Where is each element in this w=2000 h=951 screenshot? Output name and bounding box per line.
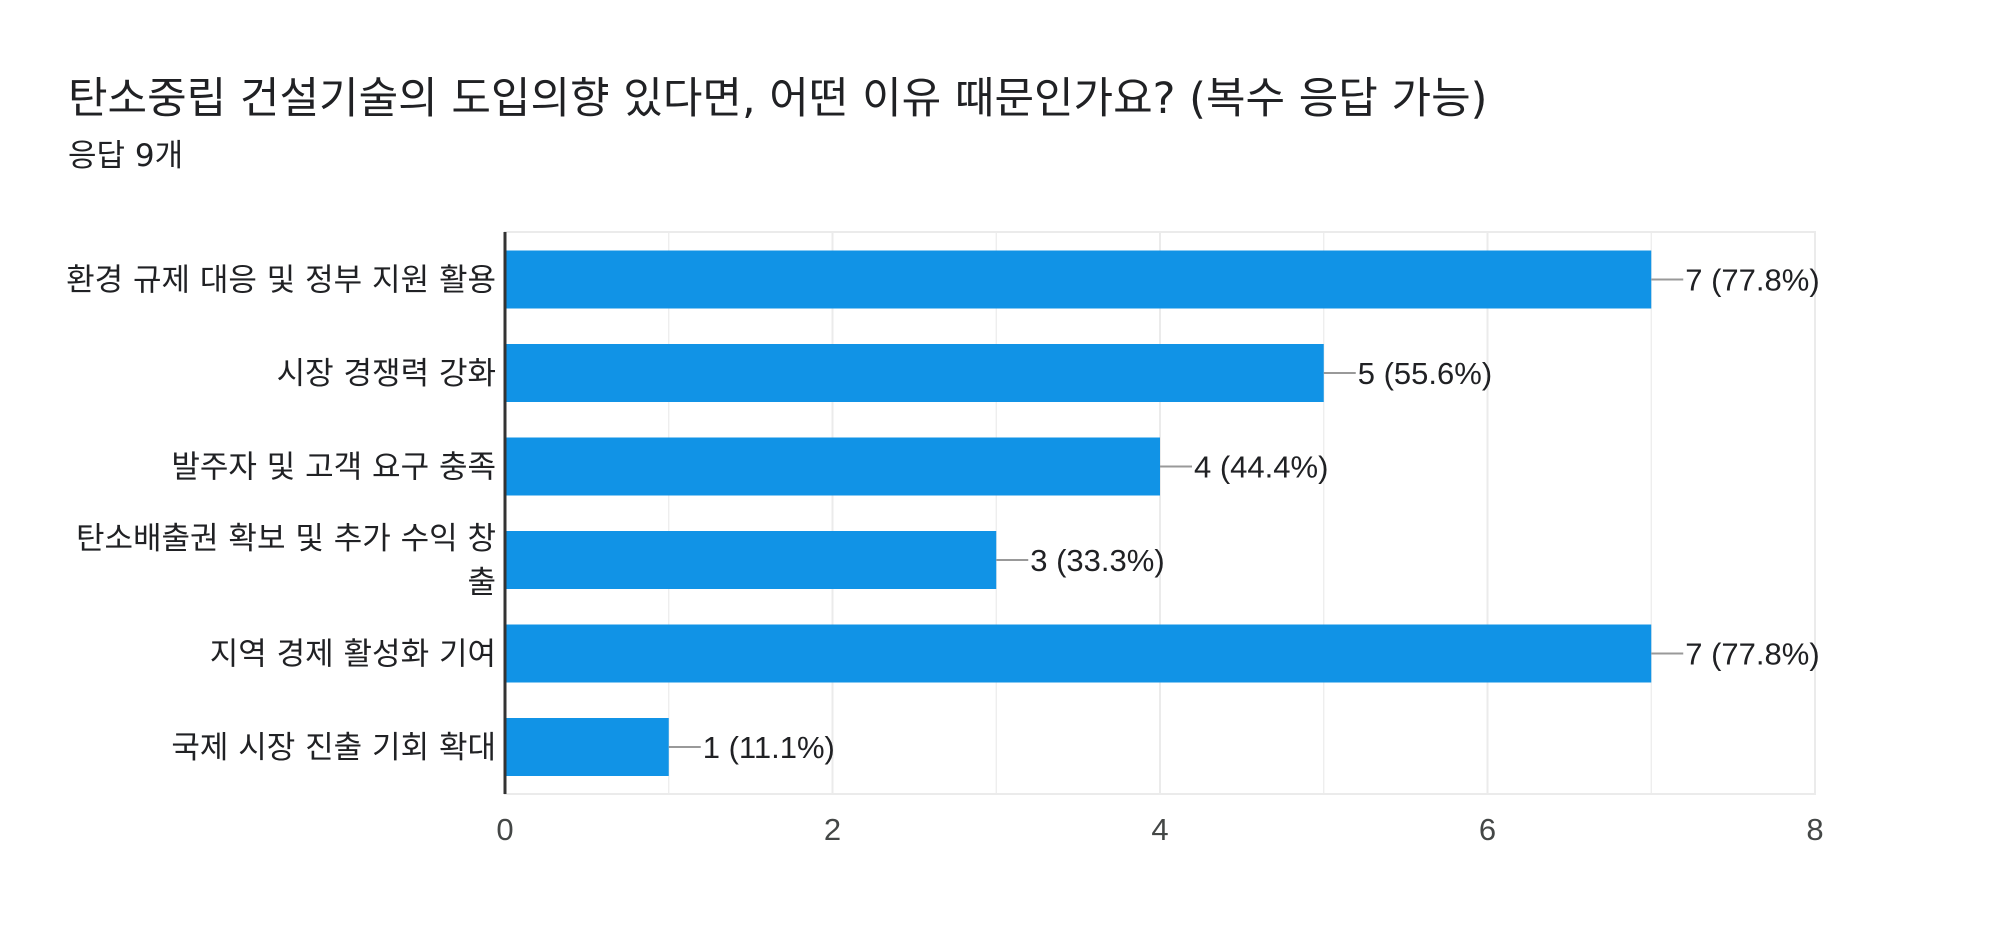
x-tick-label: 8 [1806, 812, 1823, 847]
category-label: 국제 시장 진출 기회 확대 [171, 730, 496, 766]
bar [505, 531, 997, 589]
x-tick-label: 4 [1151, 812, 1168, 847]
category-label: 환경 규제 대응 및 정부 지원 활용 [66, 263, 496, 299]
x-tick-label: 2 [824, 812, 841, 847]
data-label: 7 (77.8%) [1685, 637, 1819, 672]
x-tick-label: 0 [496, 812, 513, 847]
x-tick-label: 6 [1479, 812, 1496, 847]
category-label: 발주자 및 고객 요구 충족 [171, 450, 496, 486]
bar [505, 250, 1652, 309]
bar [505, 437, 1160, 496]
data-label: 4 (44.4%) [1194, 450, 1328, 485]
category-label: 지역 경제 활성화 기여 [210, 637, 496, 673]
category-label: 시장 경쟁력 강화 [277, 356, 496, 392]
bar [505, 718, 669, 776]
data-label: 5 (55.6%) [1358, 356, 1492, 391]
data-label: 1 (11.1%) [703, 730, 835, 765]
bar [505, 344, 1324, 402]
bar [505, 624, 1652, 683]
data-label: 3 (33.3%) [1030, 543, 1164, 578]
data-label: 7 (77.8%) [1685, 263, 1819, 298]
category-label: 출 [467, 565, 496, 601]
category-label: 탄소배출권 확보 및 추가 수익 창 [76, 521, 496, 557]
response-count: 응답 9개 [68, 138, 184, 174]
chart-title: 탄소중립 건설기술의 도입의향 있다면, 어떤 이유 때문인가요? (복수 응답… [68, 74, 1488, 124]
